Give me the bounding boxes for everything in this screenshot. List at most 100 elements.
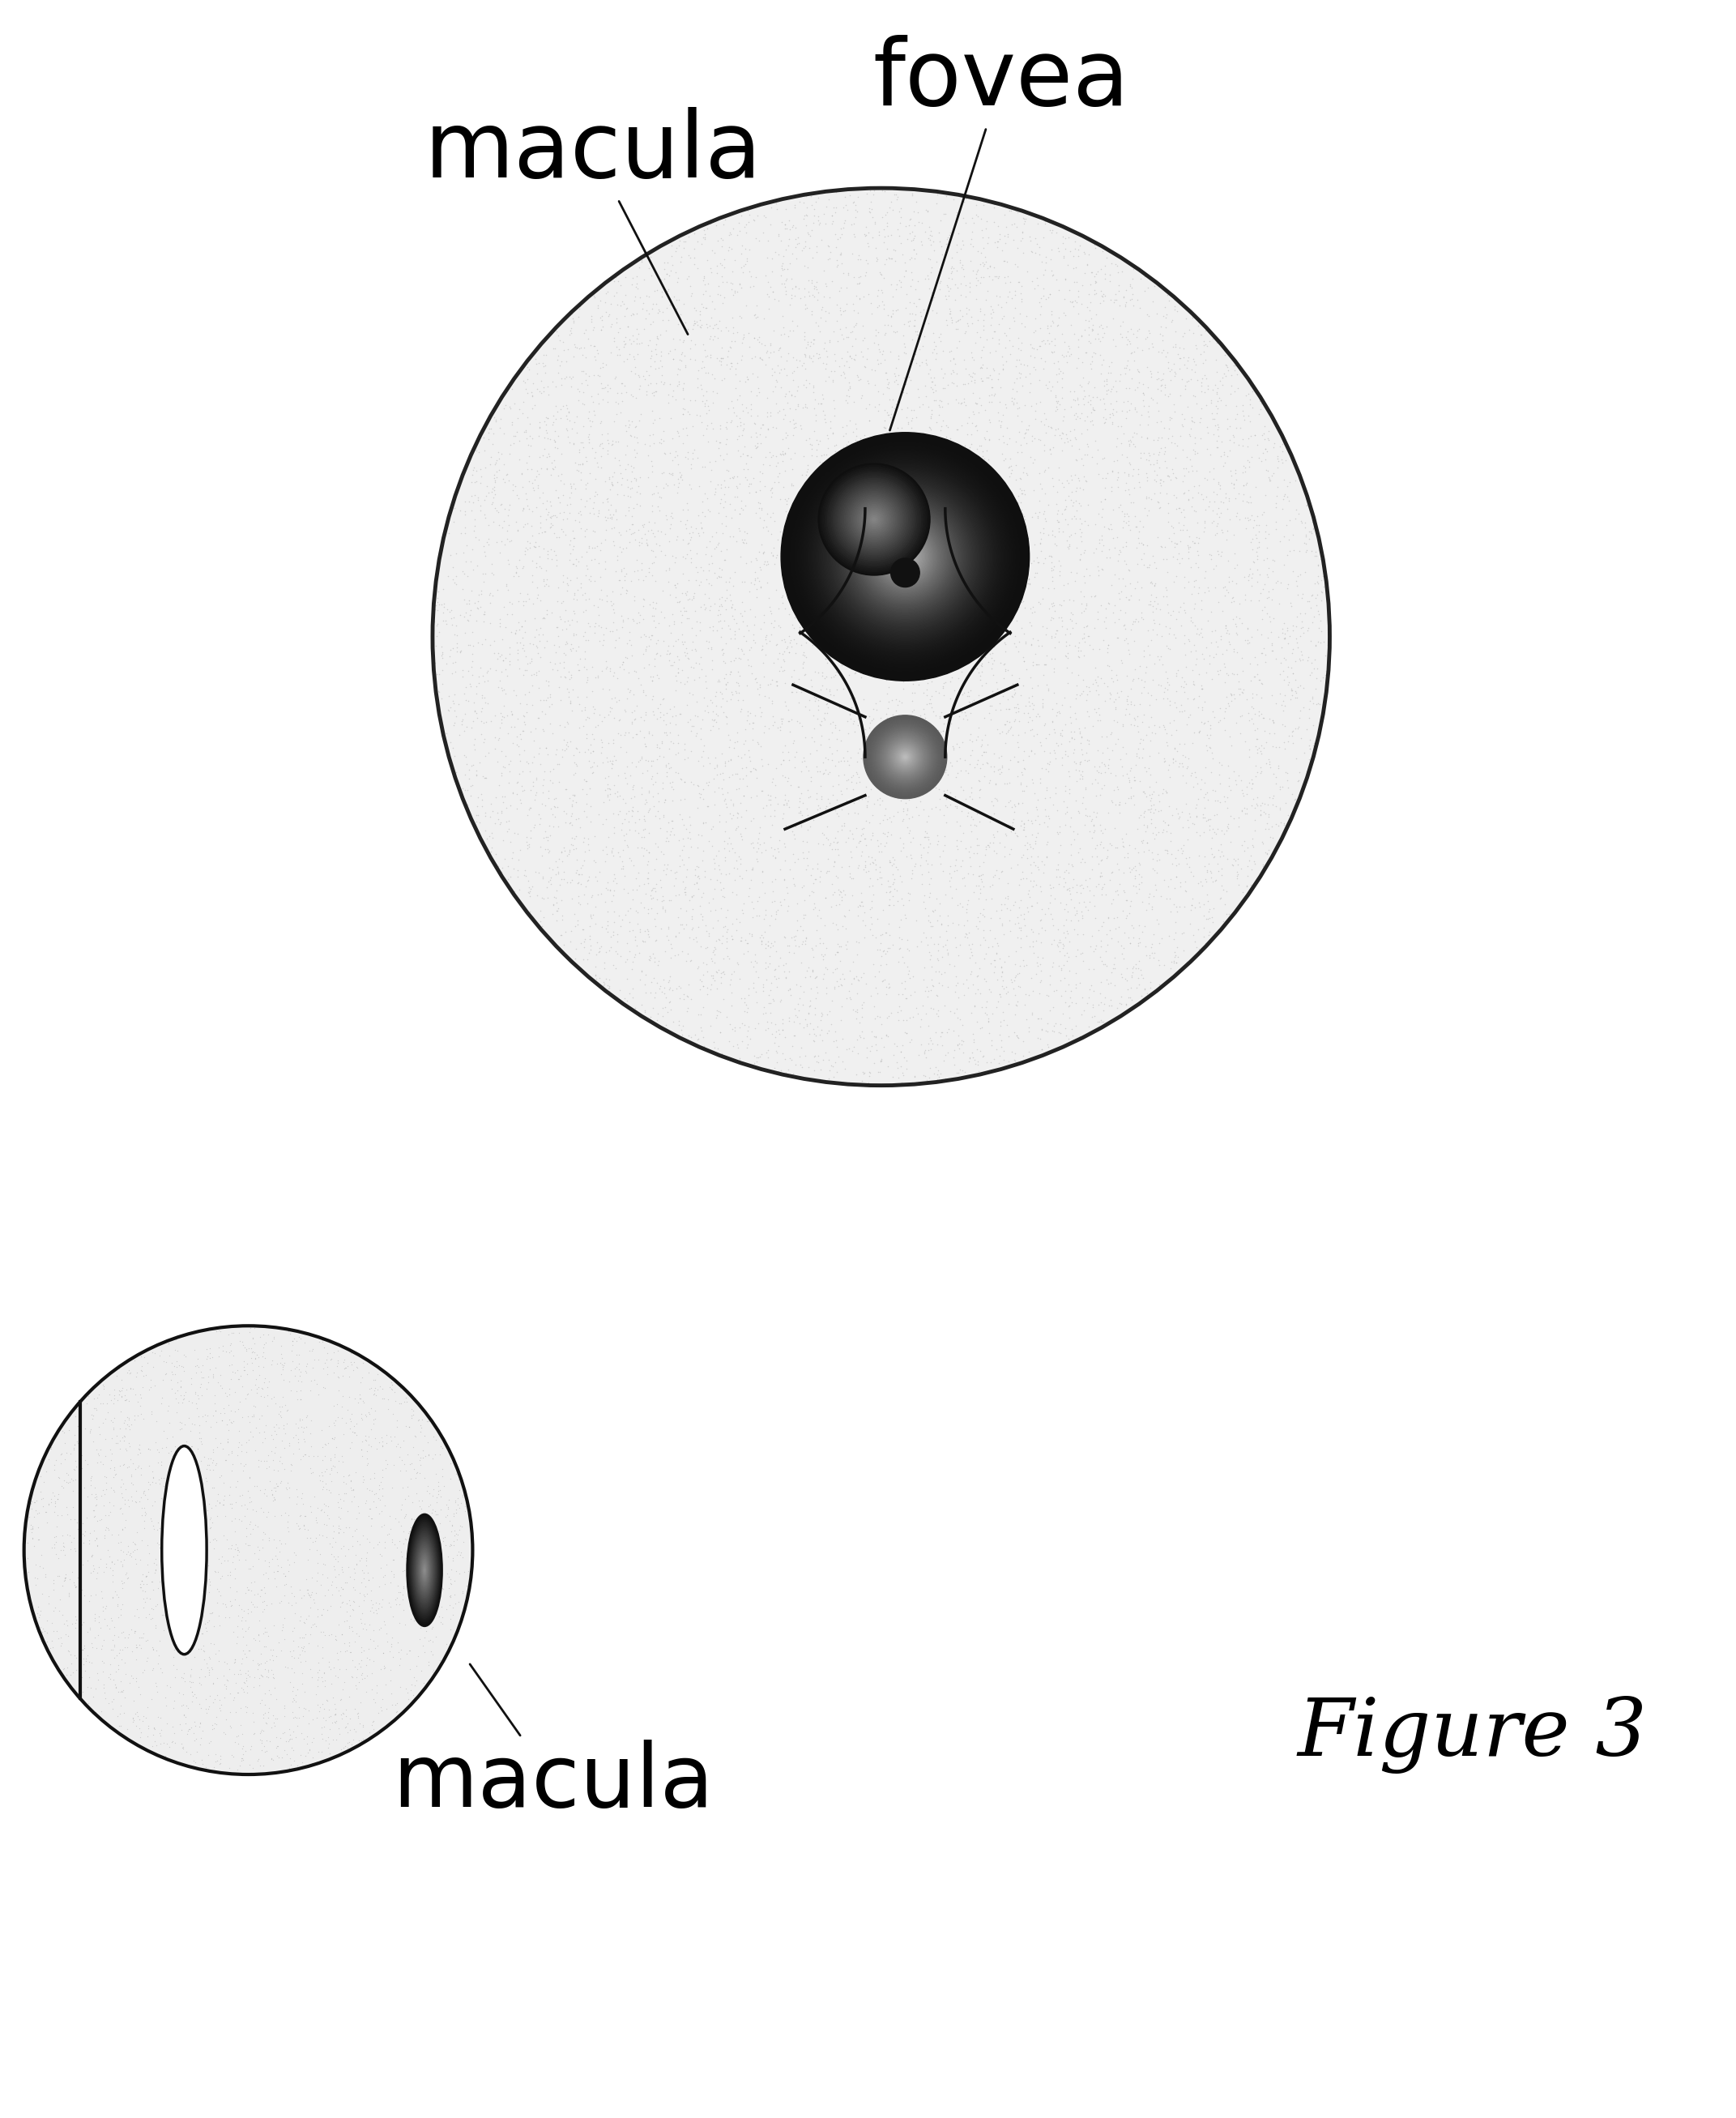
Point bbox=[838, 288, 866, 322]
Point bbox=[1043, 913, 1071, 947]
Point bbox=[1182, 388, 1210, 421]
Point bbox=[1272, 659, 1300, 693]
Point bbox=[668, 597, 696, 631]
Point bbox=[821, 430, 849, 464]
Point bbox=[734, 330, 762, 364]
Point bbox=[936, 665, 963, 699]
Point bbox=[1023, 222, 1050, 256]
Point bbox=[707, 955, 734, 989]
Point bbox=[352, 1548, 380, 1582]
Point bbox=[564, 904, 592, 938]
Point bbox=[1241, 640, 1269, 674]
Point bbox=[575, 530, 602, 563]
Point bbox=[325, 1478, 352, 1512]
Point bbox=[943, 693, 970, 726]
Point bbox=[924, 621, 951, 654]
Point bbox=[866, 701, 894, 735]
Point bbox=[1285, 631, 1312, 665]
Point bbox=[1194, 369, 1222, 402]
Point bbox=[898, 1023, 925, 1057]
Point bbox=[1293, 585, 1321, 618]
Point bbox=[1243, 722, 1271, 756]
Point bbox=[422, 618, 450, 652]
Point bbox=[262, 1730, 290, 1764]
Point bbox=[61, 1569, 89, 1603]
Point bbox=[398, 1392, 425, 1425]
Point bbox=[825, 690, 852, 724]
Point bbox=[705, 771, 733, 805]
Circle shape bbox=[845, 496, 965, 616]
Point bbox=[262, 1417, 290, 1451]
Point bbox=[429, 589, 457, 623]
Point bbox=[866, 684, 894, 718]
Point bbox=[222, 1485, 250, 1519]
Point bbox=[1154, 379, 1182, 413]
Point bbox=[1106, 854, 1134, 887]
Text: macula: macula bbox=[425, 108, 762, 335]
Point bbox=[844, 451, 871, 485]
Point bbox=[745, 536, 773, 570]
Point bbox=[1170, 402, 1198, 436]
Point bbox=[767, 650, 795, 684]
Point bbox=[453, 530, 481, 563]
Point bbox=[639, 663, 667, 697]
Point bbox=[328, 1572, 356, 1605]
Point bbox=[757, 618, 785, 652]
Point bbox=[946, 887, 974, 921]
Point bbox=[337, 1402, 365, 1436]
Point bbox=[868, 1044, 896, 1078]
Point bbox=[1090, 470, 1118, 504]
Point bbox=[823, 782, 851, 815]
Point bbox=[113, 1711, 141, 1745]
Point bbox=[359, 1703, 387, 1737]
Point bbox=[132, 1580, 160, 1614]
Point bbox=[495, 849, 523, 883]
Point bbox=[398, 1402, 425, 1436]
Point bbox=[352, 1542, 380, 1576]
Point bbox=[526, 551, 554, 585]
Point bbox=[476, 421, 503, 455]
Point bbox=[1033, 1027, 1061, 1061]
Point bbox=[337, 1470, 365, 1504]
Point bbox=[736, 917, 764, 951]
Point bbox=[344, 1697, 372, 1730]
Point bbox=[759, 275, 786, 309]
Point bbox=[769, 801, 797, 834]
Point bbox=[972, 244, 1000, 277]
Point bbox=[318, 1567, 345, 1601]
Circle shape bbox=[835, 487, 976, 627]
Circle shape bbox=[819, 470, 991, 642]
Point bbox=[816, 786, 844, 820]
Point bbox=[741, 301, 769, 335]
Circle shape bbox=[795, 447, 1016, 667]
Circle shape bbox=[832, 477, 917, 561]
Point bbox=[844, 1023, 871, 1057]
Point bbox=[172, 1620, 200, 1654]
Point bbox=[1163, 542, 1191, 576]
Point bbox=[1241, 470, 1269, 504]
Point bbox=[1043, 614, 1071, 648]
Point bbox=[769, 1012, 797, 1046]
Point bbox=[930, 773, 958, 807]
Point bbox=[792, 921, 819, 955]
Point bbox=[927, 695, 955, 729]
Point bbox=[30, 1550, 57, 1584]
Point bbox=[575, 419, 602, 453]
Point bbox=[470, 597, 498, 631]
Point bbox=[807, 782, 835, 815]
Point bbox=[826, 945, 854, 979]
Point bbox=[1184, 534, 1212, 568]
Point bbox=[800, 415, 828, 449]
Point bbox=[936, 585, 963, 618]
Point bbox=[927, 563, 955, 597]
Point bbox=[415, 1646, 443, 1680]
Point bbox=[451, 1489, 479, 1523]
Point bbox=[868, 964, 896, 998]
Circle shape bbox=[887, 739, 924, 775]
Point bbox=[1172, 369, 1200, 402]
Point bbox=[743, 834, 771, 868]
Point bbox=[802, 229, 830, 263]
Point bbox=[858, 756, 885, 790]
Point bbox=[922, 451, 950, 485]
Point bbox=[936, 864, 963, 898]
